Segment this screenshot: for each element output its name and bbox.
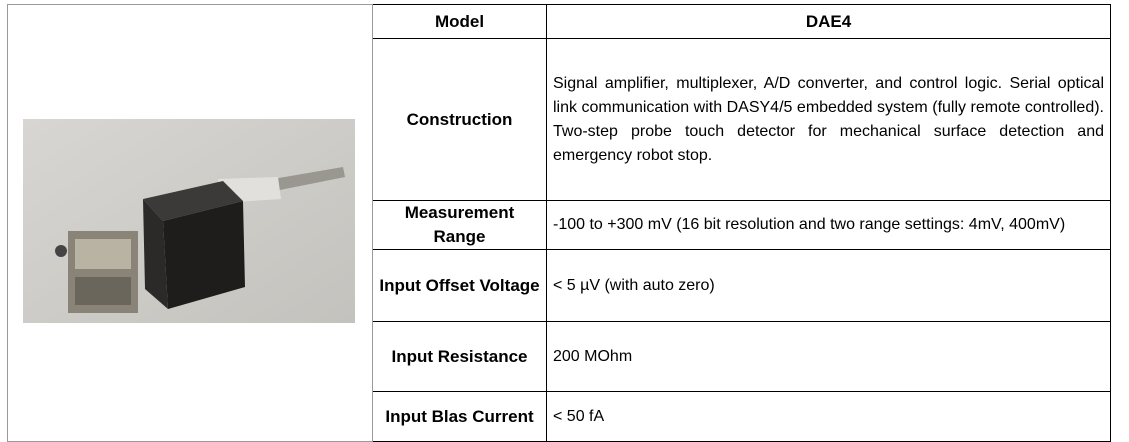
row-label: Construction [372,38,547,201]
header-label: Model [372,4,547,39]
row-label: Measurement Range [372,200,547,250]
row-value: -100 to +300 mV (16 bit resolution and t… [546,200,1111,250]
header-row: Model DAE4 [7,4,1111,442]
row-label: Input Blas Current [372,391,547,442]
photo-cell [7,4,373,442]
row-label: Input Offset Voltage [372,249,547,322]
row-value: < 50 fA [546,391,1111,442]
row: Measurement Range -100 to +300 mV (16 bi… [8,200,1111,250]
row: Input Resistance 200 MOhm [8,321,1111,392]
product-photo [23,119,355,323]
row-value: < 5 µV (with auto zero) [546,249,1111,322]
row-value: 200 MOhm [546,321,1111,392]
spec-table: Model DAE4 Construction Signal amplifier… [7,4,1111,442]
row-label: Input Resistance [372,321,547,392]
header-value: DAE4 [546,4,1111,39]
row: Construction Signal amplifier, multiplex… [8,38,1111,201]
row-value: Signal amplifier, multiplexer, A/D conve… [546,38,1111,201]
